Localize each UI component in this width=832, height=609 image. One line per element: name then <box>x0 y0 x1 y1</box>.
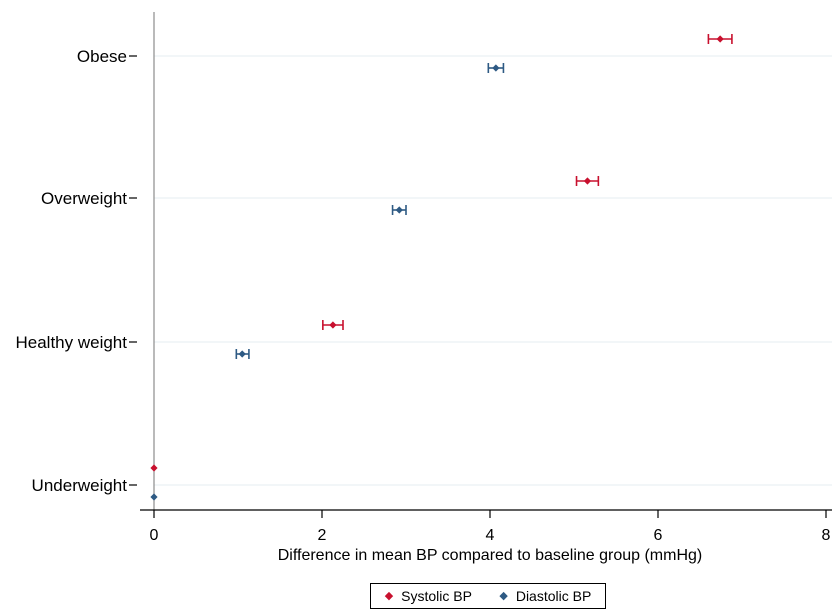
y-tick-label-0: Underweight <box>32 476 128 495</box>
axes <box>140 12 832 511</box>
systolic-point-2 <box>583 177 592 185</box>
gridlines <box>154 55 832 486</box>
data-marks <box>150 34 733 501</box>
legend-item-systolic: ◆ Systolic BP <box>385 588 472 604</box>
legend: ◆ Systolic BP ◆ Diastolic BP <box>370 583 606 609</box>
y-axis-ticks: Underweight Healthy weight Overweight Obese <box>15 47 137 495</box>
y-tick-label-2: Overweight <box>41 189 127 208</box>
x-axis-title: Difference in mean BP compared to baseli… <box>278 547 703 564</box>
diastolic-point-1 <box>238 350 246 358</box>
systolic-diamond-icon: ◆ <box>384 589 394 602</box>
x-tick-label-2: 4 <box>486 527 495 544</box>
x-axis-ticks: 0 2 4 6 8 <box>150 510 831 544</box>
y-tick-label-1: Healthy weight <box>15 333 127 352</box>
legend-item-diastolic: ◆ Diastolic BP <box>499 588 591 604</box>
systolic-point-1 <box>329 321 337 329</box>
systolic-point-3 <box>716 35 724 43</box>
diastolic-point-3 <box>492 64 500 72</box>
diastolic-diamond-icon: ◆ <box>499 589 508 602</box>
x-tick-label-0: 0 <box>150 527 159 544</box>
legend-label-systolic: Systolic BP <box>401 588 472 604</box>
legend-label-diastolic: Diastolic BP <box>515 588 592 604</box>
x-tick-label-4: 8 <box>822 527 831 544</box>
diastolic-point-0 <box>150 493 158 501</box>
x-tick-label-3: 6 <box>654 527 663 544</box>
diastolic-point-2 <box>395 206 403 214</box>
systolic-point-0 <box>150 464 158 472</box>
x-tick-label-1: 2 <box>318 527 327 544</box>
y-tick-label-3: Obese <box>77 47 127 66</box>
